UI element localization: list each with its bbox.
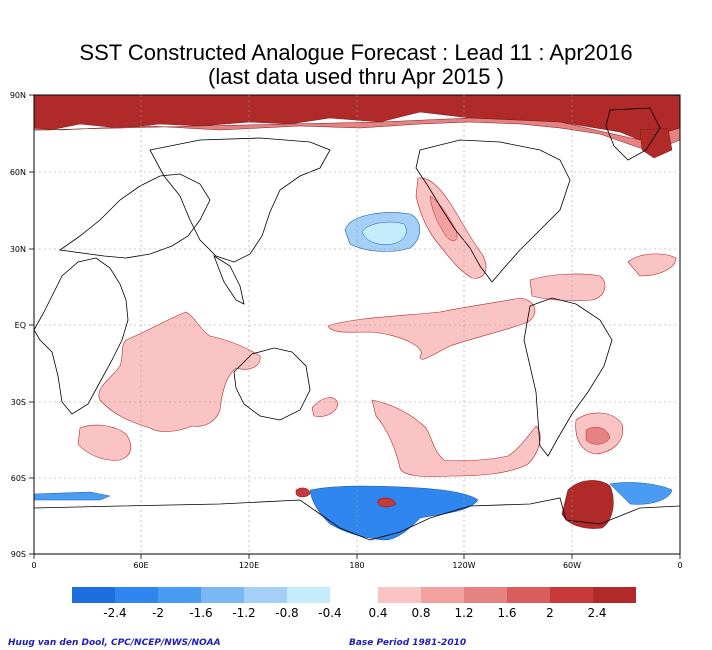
weddell-cool — [609, 482, 673, 505]
latitude-labels: 90N 60N 30N EQ 30S 60S 90S — [10, 91, 26, 559]
ross-warm-spot — [295, 487, 311, 498]
legend-swatch-positive — [507, 587, 550, 603]
tropical-atlantic-warm — [529, 273, 606, 302]
arctic-warm-edge — [34, 117, 680, 149]
ross-warm-spot-2 — [377, 497, 397, 508]
lon-label: 60E — [133, 561, 148, 570]
legend-label: -2.4 — [103, 606, 126, 620]
sw-atlantic-warm-core — [585, 427, 611, 445]
legend-swatch-negative — [287, 587, 330, 603]
n-atlantic-warm — [627, 253, 677, 277]
southern-ocean-cool-w — [34, 491, 111, 501]
lon-label: 60W — [563, 561, 581, 570]
legend-label: -0.8 — [275, 606, 298, 620]
legend-labels: -2.4 -2 -1.6 -1.2 -0.8 -0.4 0.4 0.8 1.2 … — [103, 606, 606, 620]
legend-swatch-negative — [72, 587, 115, 603]
lon-label: 0 — [31, 561, 36, 570]
legend-label: 2.4 — [587, 606, 606, 620]
tasman-warm — [311, 397, 339, 417]
lat-label: 60N — [10, 168, 26, 177]
legend-swatch-positive — [421, 587, 464, 603]
legend-swatch-negative — [201, 587, 244, 603]
legend-swatch-negative — [115, 587, 158, 603]
longitude-labels: 0 60E 120E 180 120W 60W 0 — [31, 561, 682, 570]
lon-label: 180 — [349, 561, 364, 570]
lat-label: 90N — [10, 91, 26, 100]
indian-ocean-warm — [98, 311, 261, 432]
southern-ocean-cool — [309, 485, 479, 541]
map-title-line1: SST Constructed Analogue Forecast : Lead… — [79, 40, 633, 65]
lat-label: 30S — [11, 398, 26, 407]
lon-label: 120E — [239, 561, 259, 570]
ne-pacific-warm-core — [429, 195, 458, 242]
grid-lines — [34, 95, 680, 554]
legend-swatch-positive — [593, 587, 636, 603]
weddell-warm — [561, 480, 614, 529]
equatorial-pacific-warm — [327, 297, 536, 360]
lat-ticks — [29, 94, 681, 559]
lat-label: 30N — [10, 245, 26, 254]
legend-swatch-positive — [550, 587, 593, 603]
credit-text: Huug van den Dool, CPC/NCEP/NWS/NOAA — [8, 638, 221, 648]
legend-swatch-positive — [378, 587, 421, 603]
legend-label: -1.6 — [189, 606, 212, 620]
base-period-text: Base Period 1981-2010 — [349, 638, 467, 648]
map-title-line2: (last data used thru Apr 2015 ) — [208, 64, 504, 89]
legend-label: 0.4 — [368, 606, 387, 620]
color-legend — [72, 587, 636, 603]
arctic-warm-region — [34, 95, 680, 141]
legend-label: -2 — [152, 606, 164, 620]
legend-swatch-positive — [464, 587, 507, 603]
legend-swatch-negative — [158, 587, 201, 603]
lat-label: 90S — [11, 550, 26, 559]
greenland-warm — [639, 127, 673, 159]
lon-label: 0 — [677, 561, 682, 570]
lat-label: EQ — [15, 321, 26, 330]
north-pacific-cool-core — [361, 221, 407, 245]
lat-label: 60S — [11, 474, 26, 483]
legend-label: 1.2 — [454, 606, 473, 620]
legend-label: -1.2 — [232, 606, 255, 620]
legend-label: 1.6 — [497, 606, 516, 620]
legend-label: -0.4 — [318, 606, 341, 620]
south-indian-warm — [77, 424, 132, 461]
lon-label: 120W — [452, 561, 475, 570]
legend-label: 2 — [546, 606, 554, 620]
anomaly-fields — [34, 95, 680, 541]
legend-label: 0.8 — [411, 606, 430, 620]
coastlines — [34, 107, 680, 541]
south-pacific-warm — [371, 399, 541, 478]
legend-swatch-negative — [244, 587, 287, 603]
